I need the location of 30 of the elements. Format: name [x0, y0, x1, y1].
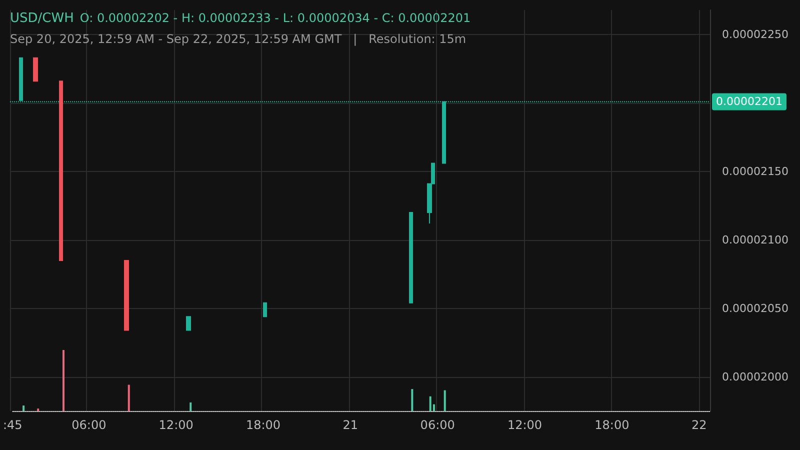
y-tick-label: 0.00002050 [722, 302, 788, 315]
x-tick-label: 22 [691, 418, 707, 432]
candlestick [33, 57, 38, 82]
candlestick [124, 260, 129, 331]
x-tick-label: 21 [342, 418, 358, 432]
x-tick-label: 06:00 [420, 418, 455, 432]
x-tick-label: 06:00 [72, 418, 106, 432]
candlestick [59, 80, 63, 261]
bar [22, 406, 25, 411]
candlestick [409, 212, 413, 304]
bar [429, 396, 432, 411]
chart-title: USD/CWH [10, 11, 74, 26]
x-tick-label: :45 [3, 418, 22, 432]
bar [190, 402, 192, 411]
bar [128, 384, 130, 411]
x-tick-label: 18:00 [594, 418, 630, 432]
bar [411, 389, 414, 411]
ref-line-label: 0.00002201 [716, 95, 782, 108]
x-tick-label: 18:00 [246, 418, 281, 432]
candlestick [263, 302, 267, 318]
y-tick-label: 0.00002100 [722, 233, 788, 246]
candlestick [186, 316, 191, 331]
y-tick-label: 0.00002150 [722, 164, 788, 178]
text: Sep 20, 2025, 12:59 AM - Sep 22, 2025, 12:59 AM GMT | Resolution: 15m [10, 31, 468, 48]
x-tick-label: 12:00 [507, 418, 542, 432]
y-tick-label: 0.00002000 [722, 370, 788, 384]
bar [444, 390, 446, 411]
x-tick-label: 12:00 [158, 418, 194, 432]
y-tick-label: 0.00002250 [722, 28, 788, 42]
annotation: O: 0.00002202 - H: 0.00002233 - L: 0.00002034 - C: 0.00002201 [80, 11, 471, 25]
